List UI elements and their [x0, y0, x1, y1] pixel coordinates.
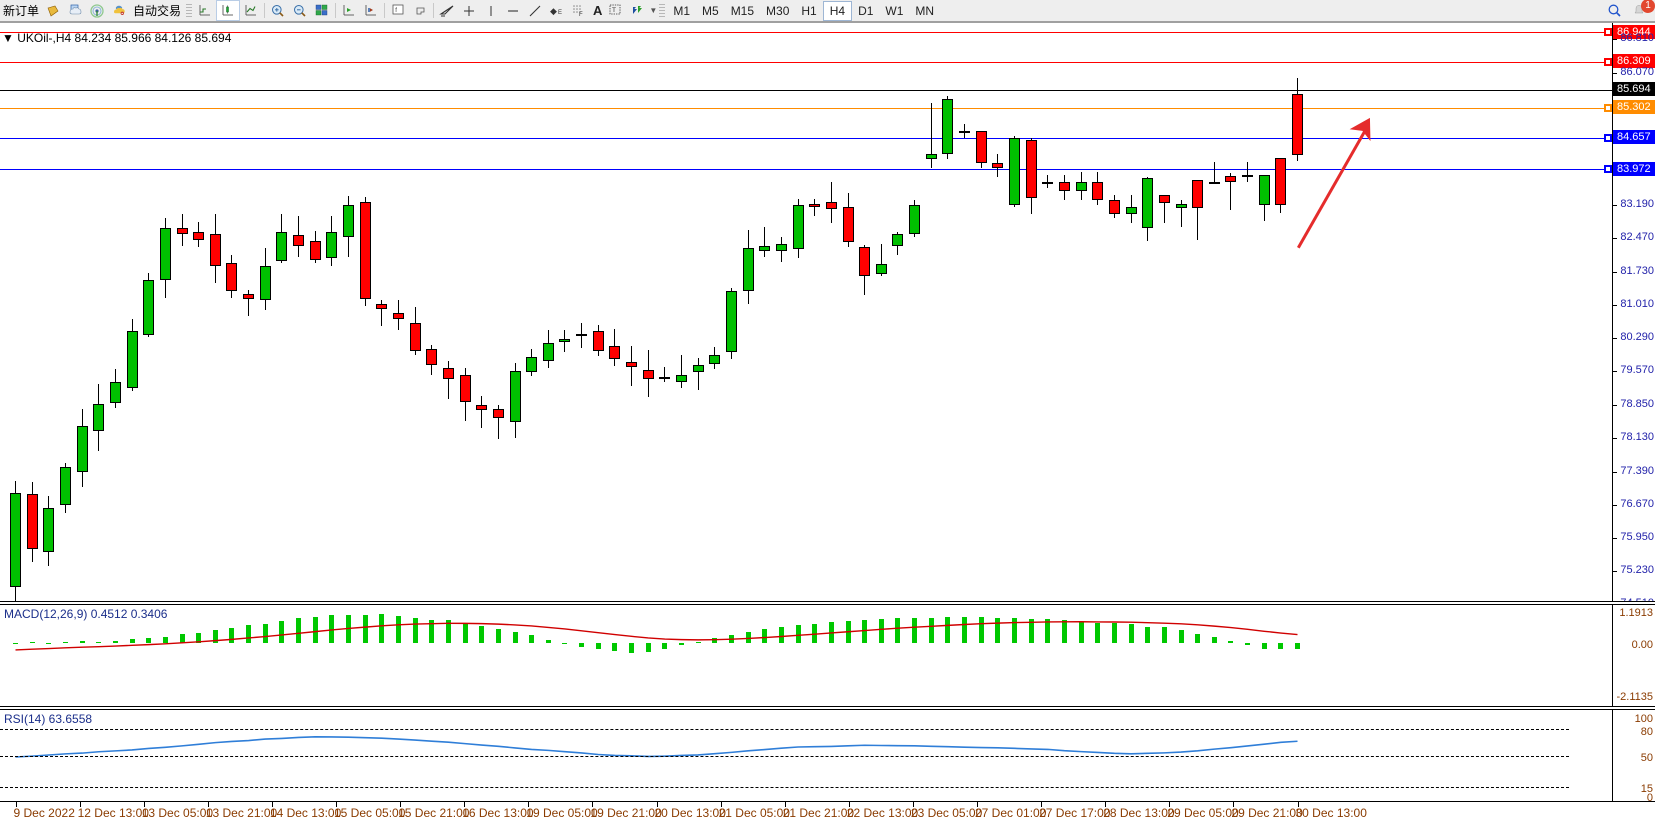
svg-text:E: E	[558, 10, 562, 16]
svg-text:T: T	[612, 7, 616, 14]
svg-text:F: F	[579, 12, 583, 18]
svg-text:◆: ◆	[550, 6, 557, 16]
